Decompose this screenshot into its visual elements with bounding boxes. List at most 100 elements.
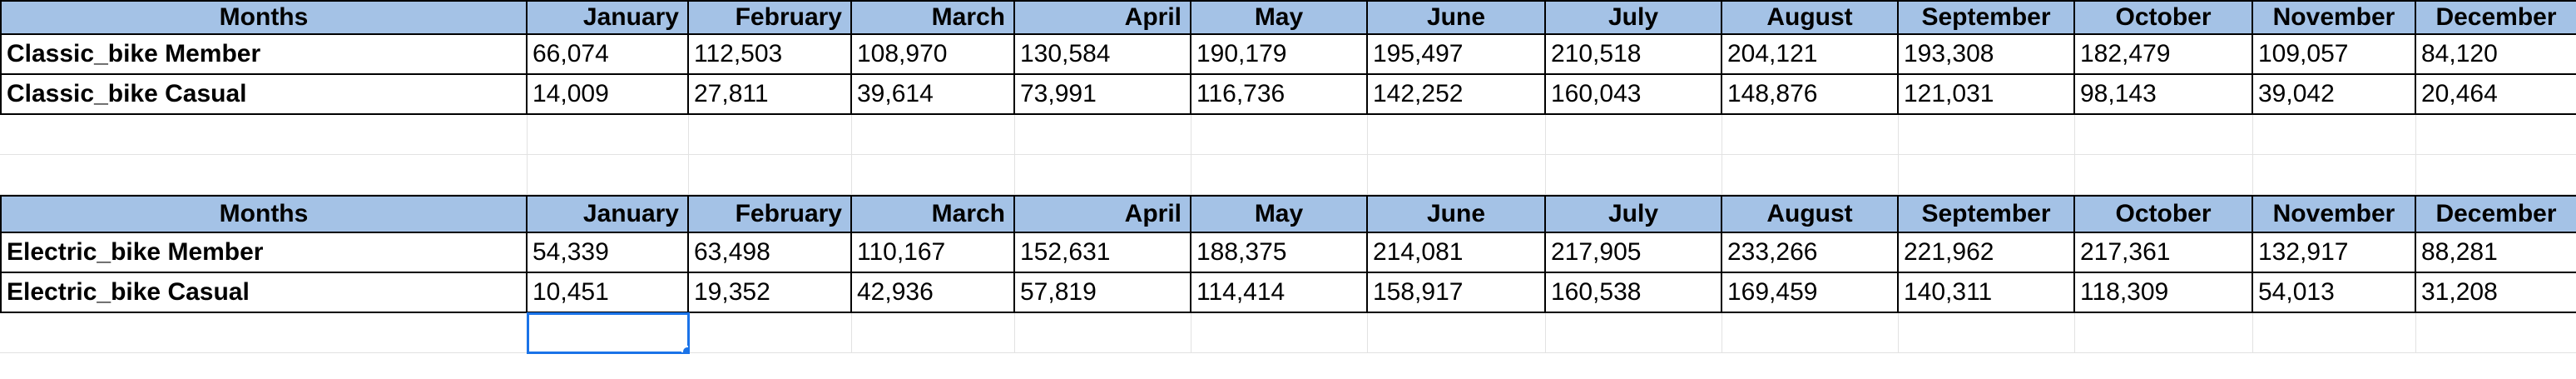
value-cell[interactable]: 152,631 <box>1015 233 1191 273</box>
empty-cell[interactable] <box>1722 115 1899 155</box>
empty-cell[interactable] <box>2416 313 2576 353</box>
empty-cell[interactable] <box>2253 313 2416 353</box>
value-cell[interactable]: 160,538 <box>1546 273 1722 313</box>
month-header-cell[interactable]: September <box>1899 195 2075 233</box>
empty-cell[interactable] <box>2253 115 2416 155</box>
empty-cell[interactable] <box>0 115 528 155</box>
value-cell[interactable]: 66,074 <box>528 35 689 75</box>
value-cell[interactable]: 27,811 <box>689 75 852 115</box>
empty-cell[interactable] <box>1546 313 1722 353</box>
empty-cell[interactable] <box>1722 313 1899 353</box>
empty-cell[interactable] <box>528 115 689 155</box>
empty-cell[interactable] <box>1015 313 1191 353</box>
value-cell[interactable]: 108,970 <box>852 35 1015 75</box>
value-cell[interactable]: 118,309 <box>2075 273 2253 313</box>
month-header-cell[interactable]: December <box>2416 0 2576 35</box>
month-header-cell[interactable]: May <box>1191 0 1368 35</box>
month-header-cell[interactable]: May <box>1191 195 1368 233</box>
value-cell[interactable]: 142,252 <box>1368 75 1546 115</box>
value-cell[interactable]: 31,208 <box>2416 273 2576 313</box>
month-header-cell[interactable]: June <box>1368 0 1546 35</box>
month-header-cell[interactable]: August <box>1722 0 1899 35</box>
empty-cell[interactable] <box>1899 115 2075 155</box>
row-label-cell[interactable]: Electric_bike Casual <box>0 273 528 313</box>
empty-cell[interactable] <box>1368 115 1546 155</box>
month-header-cell[interactable]: September <box>1899 0 2075 35</box>
empty-cell[interactable] <box>2075 155 2253 195</box>
month-header-cell[interactable]: April <box>1015 195 1191 233</box>
value-cell[interactable]: 221,962 <box>1899 233 2075 273</box>
empty-cell[interactable] <box>1722 155 1899 195</box>
empty-cell[interactable] <box>1899 313 2075 353</box>
month-header-cell[interactable]: June <box>1368 195 1546 233</box>
value-cell[interactable]: 88,281 <box>2416 233 2576 273</box>
empty-cell[interactable] <box>1191 155 1368 195</box>
month-header-cell[interactable]: July <box>1546 195 1722 233</box>
empty-cell[interactable] <box>852 115 1015 155</box>
value-cell[interactable]: 84,120 <box>2416 35 2576 75</box>
value-cell[interactable]: 54,339 <box>528 233 689 273</box>
month-header-cell[interactable]: January <box>528 0 689 35</box>
month-header-cell[interactable]: October <box>2075 195 2253 233</box>
row-label-cell[interactable]: Electric_bike Member <box>0 233 528 273</box>
empty-cell[interactable] <box>1368 155 1546 195</box>
empty-cell[interactable] <box>1899 155 2075 195</box>
fill-handle[interactable] <box>681 346 688 352</box>
empty-cell[interactable] <box>2075 115 2253 155</box>
value-cell[interactable]: 158,917 <box>1368 273 1546 313</box>
value-cell[interactable]: 98,143 <box>2075 75 2253 115</box>
value-cell[interactable]: 140,311 <box>1899 273 2075 313</box>
month-header-cell[interactable]: November <box>2253 195 2416 233</box>
month-header-cell[interactable]: February <box>689 195 852 233</box>
empty-cell[interactable] <box>1015 155 1191 195</box>
empty-cell[interactable] <box>1015 115 1191 155</box>
month-header-cell[interactable]: January <box>528 195 689 233</box>
month-header-cell[interactable]: August <box>1722 195 1899 233</box>
value-cell[interactable]: 110,167 <box>852 233 1015 273</box>
value-cell[interactable]: 42,936 <box>852 273 1015 313</box>
value-cell[interactable]: 109,057 <box>2253 35 2416 75</box>
value-cell[interactable]: 112,503 <box>689 35 852 75</box>
months-header-cell[interactable]: Months <box>0 195 528 233</box>
month-header-cell[interactable]: December <box>2416 195 2576 233</box>
month-header-cell[interactable]: November <box>2253 0 2416 35</box>
value-cell[interactable]: 204,121 <box>1722 35 1899 75</box>
value-cell[interactable]: 39,614 <box>852 75 1015 115</box>
value-cell[interactable]: 193,308 <box>1899 35 2075 75</box>
empty-cell[interactable] <box>0 313 528 353</box>
value-cell[interactable]: 190,179 <box>1191 35 1368 75</box>
value-cell[interactable]: 210,518 <box>1546 35 1722 75</box>
value-cell[interactable]: 14,009 <box>528 75 689 115</box>
value-cell[interactable]: 130,584 <box>1015 35 1191 75</box>
empty-cell[interactable] <box>852 155 1015 195</box>
empty-cell[interactable] <box>2075 313 2253 353</box>
empty-cell[interactable] <box>2416 115 2576 155</box>
value-cell[interactable]: 132,917 <box>2253 233 2416 273</box>
value-cell[interactable]: 19,352 <box>689 273 852 313</box>
selected-cell[interactable] <box>527 312 690 354</box>
value-cell[interactable]: 121,031 <box>1899 75 2075 115</box>
empty-cell[interactable] <box>852 313 1015 353</box>
empty-cell[interactable] <box>1546 115 1722 155</box>
value-cell[interactable]: 217,361 <box>2075 233 2253 273</box>
value-cell[interactable]: 233,266 <box>1722 233 1899 273</box>
month-header-cell[interactable]: July <box>1546 0 1722 35</box>
months-header-cell[interactable]: Months <box>0 0 528 35</box>
empty-cell[interactable] <box>528 155 689 195</box>
empty-cell[interactable] <box>2416 155 2576 195</box>
value-cell[interactable]: 182,479 <box>2075 35 2253 75</box>
value-cell[interactable]: 217,905 <box>1546 233 1722 273</box>
month-header-cell[interactable]: March <box>852 195 1015 233</box>
empty-cell[interactable] <box>1368 313 1546 353</box>
month-header-cell[interactable]: February <box>689 0 852 35</box>
row-label-cell[interactable]: Classic_bike Member <box>0 35 528 75</box>
value-cell[interactable]: 169,459 <box>1722 273 1899 313</box>
value-cell[interactable]: 148,876 <box>1722 75 1899 115</box>
value-cell[interactable]: 20,464 <box>2416 75 2576 115</box>
empty-cell[interactable] <box>1191 313 1368 353</box>
month-header-cell[interactable]: March <box>852 0 1015 35</box>
empty-cell[interactable] <box>0 155 528 195</box>
value-cell[interactable]: 54,013 <box>2253 273 2416 313</box>
value-cell[interactable]: 188,375 <box>1191 233 1368 273</box>
empty-cell[interactable] <box>1191 115 1368 155</box>
